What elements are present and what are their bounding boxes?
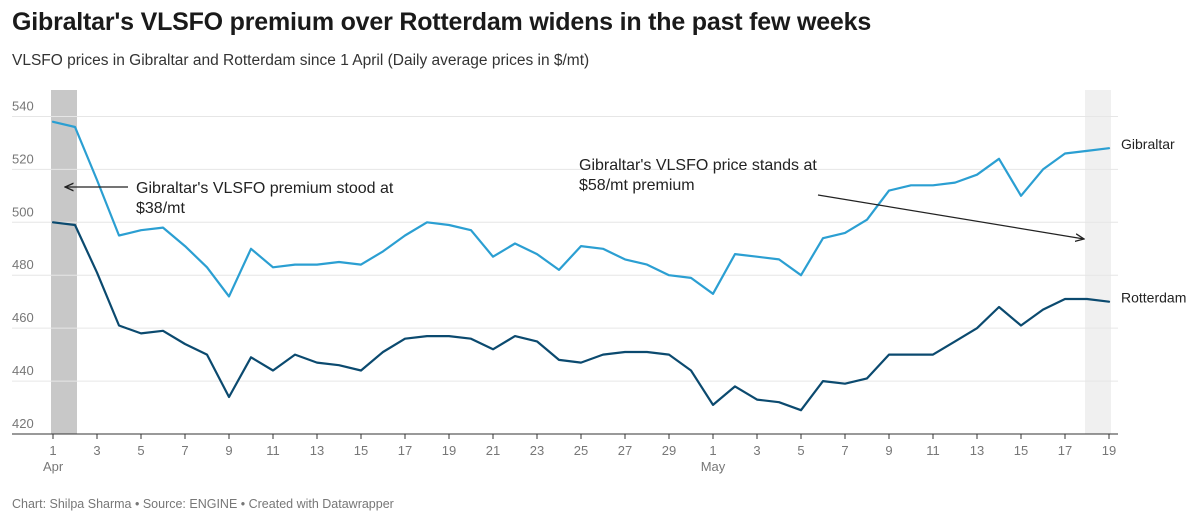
x-tick-label: 15	[1014, 443, 1028, 458]
x-tick-label: 11	[266, 443, 280, 458]
x-tick-label: 7	[181, 443, 188, 458]
annotation-arrow-end	[817, 194, 1084, 239]
x-month-label: Apr	[43, 459, 64, 474]
x-tick-label: 23	[530, 443, 544, 458]
x-tick-label: 13	[310, 443, 324, 458]
x-month-label: May	[701, 459, 726, 474]
x-tick-label: 21	[486, 443, 500, 458]
annotation-start: Gibraltar's VLSFO premium stood at $38/mt	[136, 180, 394, 217]
x-tick-label: 25	[574, 443, 588, 458]
x-tick-label: 3	[93, 443, 100, 458]
x-tick-label: 29	[662, 443, 676, 458]
x-tick-label: 15	[354, 443, 368, 458]
chart-footer: Chart: Shilpa Sharma • Source: ENGINE • …	[12, 497, 394, 511]
y-tick-label: 480	[12, 257, 34, 272]
x-tick-label: 7	[841, 443, 848, 458]
annotation-end: Gibraltar's VLSFO price stands at $58/mt …	[579, 157, 817, 194]
x-tick-label: 11	[926, 443, 940, 458]
y-tick-label: 420	[12, 416, 34, 431]
x-tick-label: 19	[1102, 443, 1116, 458]
x-tick-label: 9	[225, 443, 232, 458]
x-tick-label: 17	[1058, 443, 1072, 458]
highlight-band-2	[1085, 90, 1111, 434]
series-label-gibraltar: Gibraltar	[1121, 136, 1175, 152]
x-tick-label: 9	[885, 443, 892, 458]
highlight-band-1	[51, 90, 77, 434]
x-tick-label: 3	[753, 443, 760, 458]
series-label-rotterdam: Rotterdam	[1121, 290, 1186, 306]
x-tick-label: 5	[137, 443, 144, 458]
y-tick-label: 500	[12, 204, 34, 219]
x-tick-label: 19	[442, 443, 456, 458]
x-tick-label: 1	[709, 443, 716, 458]
x-tick-label: 13	[970, 443, 984, 458]
y-tick-label: 460	[12, 310, 34, 325]
series-line-rotterdam	[51, 221, 1111, 412]
page-title: Gibraltar's VLSFO premium over Rotterdam…	[12, 8, 872, 36]
series-line-gibraltar	[51, 120, 1111, 298]
chart-subtitle: VLSFO prices in Gibraltar and Rotterdam …	[12, 52, 590, 69]
y-tick-label: 520	[12, 151, 34, 166]
x-tick-label: 27	[618, 443, 632, 458]
x-tick-label: 5	[797, 443, 804, 458]
x-tick-label: 17	[398, 443, 412, 458]
y-tick-label: 440	[12, 363, 34, 378]
y-tick-label: 540	[12, 98, 34, 113]
x-tick-label: 1	[49, 443, 56, 458]
